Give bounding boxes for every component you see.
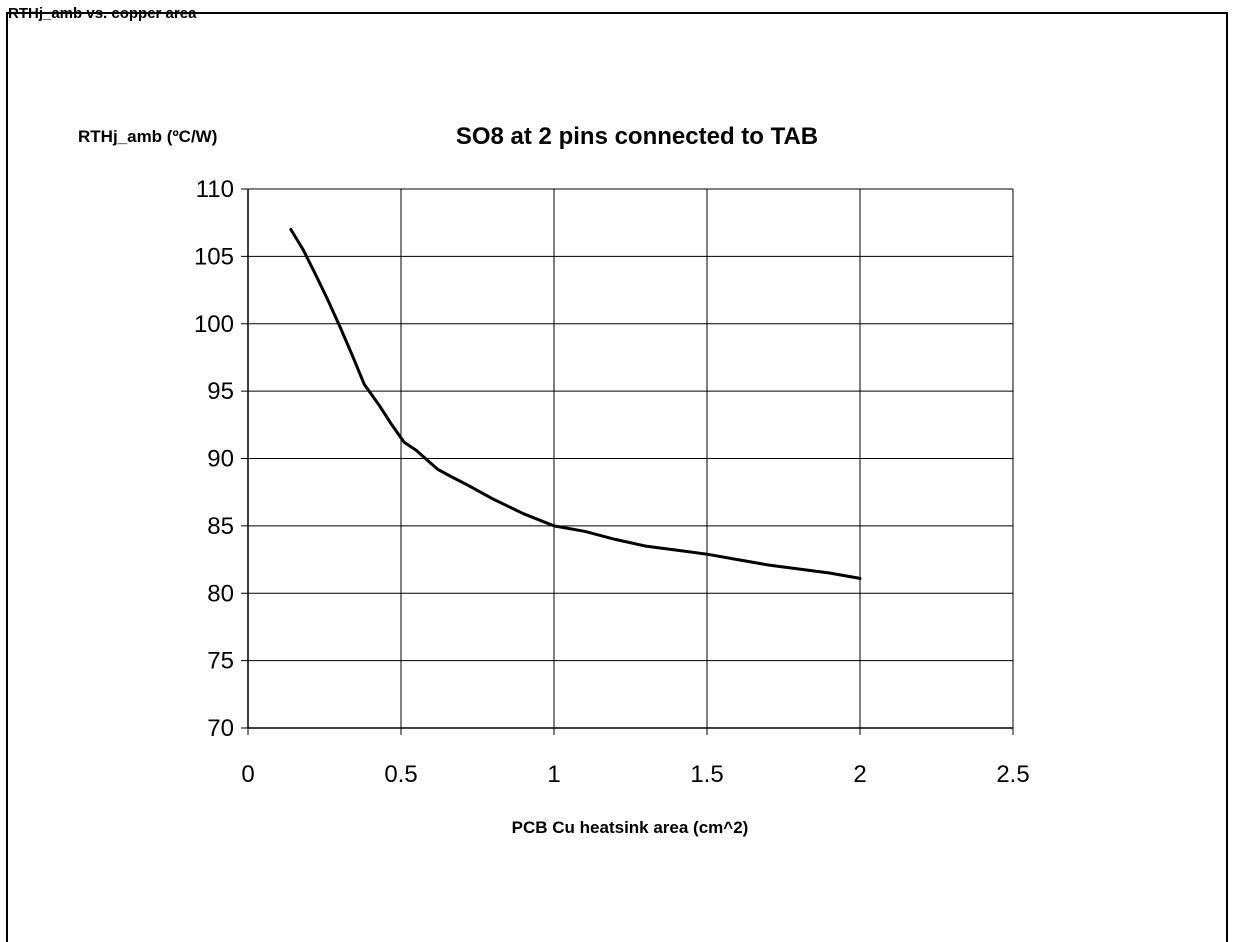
y-tick-label: 70 (207, 715, 234, 742)
x-tick-label: 0.5 (384, 761, 417, 788)
y-tick-label: 95 (207, 378, 234, 405)
x-tick-label: 1.5 (690, 761, 723, 788)
figure-caption: RTHj_amb vs. copper area (8, 5, 197, 22)
y-tick-label: 75 (207, 648, 234, 675)
y-tick-label: 110 (196, 176, 234, 203)
y-axis-label: RTHj_amb (ºC/W) (78, 127, 217, 146)
y-tick-label: 100 (194, 311, 234, 338)
x-tick-label: 2 (853, 761, 866, 788)
x-tick-label: 2.5 (996, 761, 1029, 788)
tick-labels: 70 75 80 85 90 95 100 105 110 0 0.5 1 1.5 2 2.5 (194, 176, 1030, 788)
x-axis-label: PCB Cu heatsink area (cm^2) (512, 818, 749, 837)
y-tick-label: 90 (207, 446, 234, 473)
x-tick-label: 0 (241, 761, 254, 788)
axes (241, 188, 1014, 735)
y-tick-label: 85 (207, 513, 234, 540)
series (289, 227, 862, 580)
series-line (289, 227, 862, 580)
chart-title: SO8 at 2 pins connected to TAB (456, 123, 818, 150)
figure-frame: RTHj_amb vs. copper area (6, 5, 1228, 942)
y-tick-label: 105 (194, 243, 234, 270)
grid (248, 188, 1014, 728)
y-tick-label: 80 (207, 580, 234, 607)
x-tick-label: 1 (547, 761, 560, 788)
